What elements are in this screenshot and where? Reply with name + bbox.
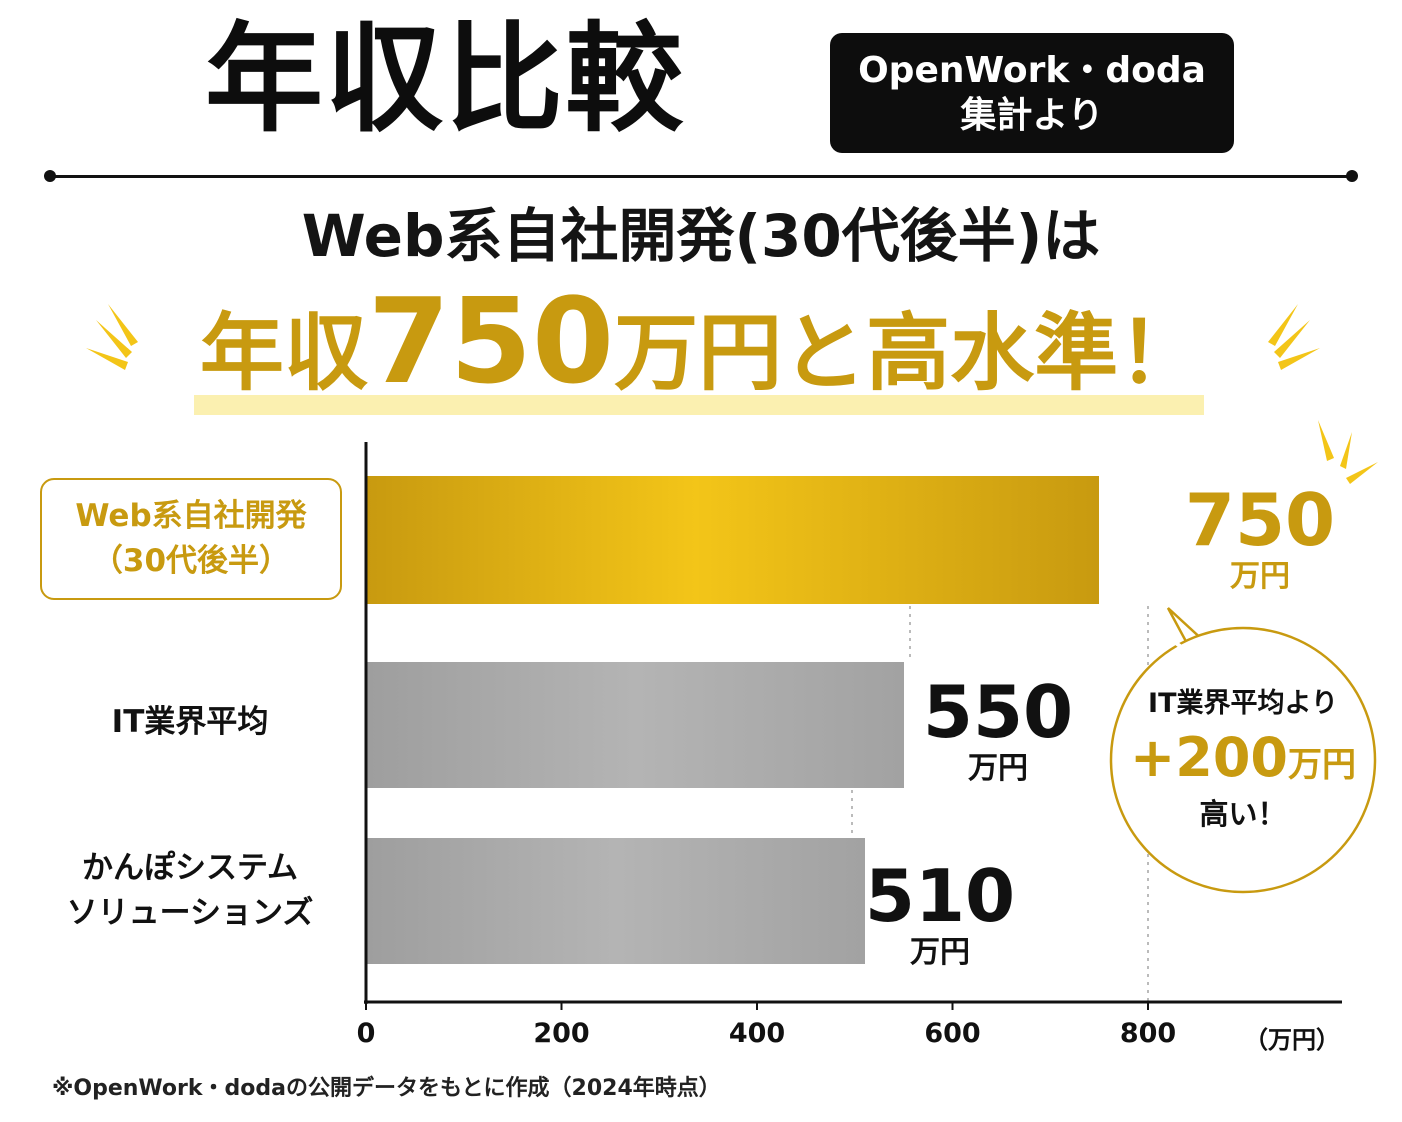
source-badge-line2: 集計より: [960, 95, 1104, 136]
data-label-unit: 万円: [1230, 559, 1290, 594]
callout-text: IT業界平均より +200万円 高い！: [1112, 688, 1374, 832]
divider-dot-right: [1346, 170, 1358, 182]
data-label-value: 750: [1184, 478, 1336, 562]
callout-line1: IT業界平均より: [1148, 688, 1338, 719]
x-axis-unit-label: （万円）: [1244, 1026, 1340, 1054]
headline-number: 750: [367, 272, 615, 410]
callout-amount-unit: 万円: [1287, 745, 1356, 786]
category-label-kanpo: かんぽシステム ソリューションズ: [30, 846, 350, 936]
category-kanpo-line2: ソリューションズ: [66, 894, 314, 931]
callout-bubble: [1109, 626, 1377, 894]
burst-left-icon: [86, 304, 138, 370]
callout-pointer-mask: [1174, 641, 1213, 663]
footnote: ※OpenWork・dodaの公開データをもとに作成（2024年時点）: [52, 1076, 721, 1101]
data-label-web-dev: 750 万円: [1160, 484, 1360, 592]
headline-unit: 万円と: [614, 304, 867, 402]
x-tick-label: 400: [728, 1018, 786, 1049]
category-label-web-dev: Web系自社開発 （30代後半）: [40, 478, 342, 600]
x-tick-label: 800: [1119, 1018, 1177, 1049]
callout-line3: 高い！: [1199, 797, 1287, 832]
x-tick-label: 600: [924, 1018, 981, 1049]
data-label-unit: 万円: [968, 751, 1028, 786]
headline-main: 年収750万円と高水準！: [0, 282, 1402, 400]
category-web-line2: （30代後半）: [91, 543, 291, 579]
callout-amount: +200万円: [1112, 726, 1374, 791]
data-label-it-average: 550 万円: [918, 676, 1078, 784]
data-label-value: 550: [922, 670, 1074, 754]
category-kanpo-line1: かんぽシステム: [81, 850, 299, 886]
headline-highlight: [194, 395, 1204, 415]
data-label-kanpo: 510 万円: [860, 860, 1020, 968]
divider-dot-left: [44, 170, 56, 182]
source-badge-line1: OpenWork・doda: [858, 50, 1206, 91]
data-label-value: 510: [864, 854, 1016, 938]
category-label-it-average: IT業界平均: [40, 700, 340, 745]
headline-subtitle: Web系自社開発(30代後半)は: [301, 202, 1101, 270]
headline-suffix: 高水準！: [866, 304, 1203, 402]
bar-web-dev: [366, 476, 1099, 604]
data-label-unit: 万円: [910, 935, 970, 970]
bar-kanpo: [366, 838, 865, 964]
category-web-line1: Web系自社開発: [75, 498, 307, 535]
category-it-line1: IT業界平均: [111, 704, 269, 740]
x-tick-label: 0: [356, 1018, 376, 1049]
burst-right-icon: [1268, 304, 1320, 370]
bar-it-average: [366, 662, 904, 788]
header-divider: [50, 175, 1352, 178]
page-title: 年収比較: [205, 10, 686, 148]
x-tick-label: 200: [533, 1018, 590, 1049]
x-axis-ticks: [365, 1002, 1149, 1010]
source-badge: OpenWork・doda 集計より: [830, 33, 1234, 153]
callout-amount-number: +200: [1130, 726, 1288, 790]
headline-prefix: 年収: [199, 304, 368, 402]
burst-chart-icon: [1318, 420, 1378, 484]
